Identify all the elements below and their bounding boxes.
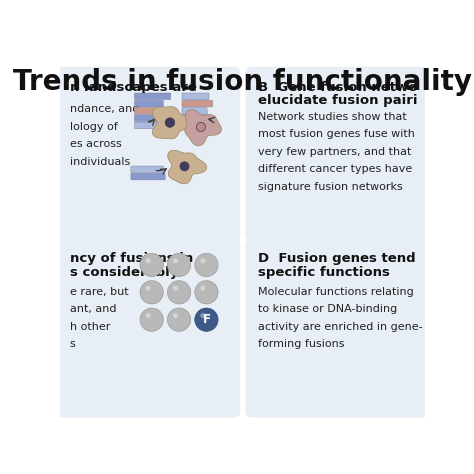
FancyBboxPatch shape (182, 100, 213, 107)
FancyBboxPatch shape (182, 108, 207, 114)
Circle shape (173, 286, 178, 291)
Text: Trends in fusion functionality: Trends in fusion functionality (13, 68, 473, 96)
Circle shape (146, 286, 151, 291)
FancyBboxPatch shape (135, 122, 169, 129)
Circle shape (165, 118, 175, 128)
Polygon shape (185, 109, 221, 146)
Circle shape (140, 308, 164, 331)
Circle shape (167, 253, 191, 277)
Text: D  Fusion genes tend: D Fusion genes tend (257, 252, 415, 265)
Circle shape (167, 281, 191, 304)
FancyBboxPatch shape (182, 115, 211, 121)
Text: very few partners, and that: very few partners, and that (257, 146, 411, 157)
Circle shape (167, 308, 191, 331)
Text: n landscapes are: n landscapes are (70, 81, 196, 93)
Text: forming fusions: forming fusions (257, 339, 344, 349)
Text: signature fusion networks: signature fusion networks (257, 182, 402, 191)
Circle shape (140, 253, 164, 277)
Text: ndance, and: ndance, and (70, 104, 139, 114)
FancyBboxPatch shape (57, 238, 240, 418)
Text: Molecular functions relating: Molecular functions relating (257, 287, 413, 297)
FancyBboxPatch shape (57, 67, 240, 242)
Circle shape (195, 253, 218, 277)
FancyBboxPatch shape (135, 115, 165, 121)
Polygon shape (152, 107, 194, 139)
Text: to kinase or DNA-binding: to kinase or DNA-binding (257, 304, 397, 314)
Text: B  Gene fusion netwo: B Gene fusion netwo (257, 81, 417, 93)
FancyBboxPatch shape (246, 67, 428, 242)
Circle shape (201, 313, 206, 318)
Circle shape (201, 258, 206, 264)
Circle shape (201, 286, 206, 291)
Text: different cancer types have: different cancer types have (257, 164, 412, 174)
Text: es across: es across (70, 139, 121, 149)
FancyBboxPatch shape (246, 238, 428, 418)
Text: s considerably: s considerably (70, 266, 178, 279)
Circle shape (173, 258, 178, 264)
Circle shape (180, 162, 189, 171)
Text: ant, and: ant, and (70, 304, 116, 314)
FancyBboxPatch shape (131, 166, 164, 173)
Text: most fusion genes fuse with: most fusion genes fuse with (257, 129, 414, 139)
Text: F: F (202, 313, 210, 326)
Text: ncy of fusions in: ncy of fusions in (70, 252, 193, 265)
Text: h other: h other (70, 322, 110, 332)
FancyBboxPatch shape (131, 173, 165, 180)
Circle shape (146, 258, 151, 264)
Text: specific functions: specific functions (257, 266, 390, 279)
Text: e rare, but: e rare, but (70, 287, 128, 297)
Circle shape (173, 313, 178, 318)
Text: lology of: lology of (70, 122, 117, 132)
Text: s: s (70, 339, 75, 349)
Text: elucidate fusion pairi: elucidate fusion pairi (257, 94, 417, 108)
Circle shape (140, 281, 164, 304)
Polygon shape (168, 150, 207, 184)
Text: activity are enriched in gene-: activity are enriched in gene- (257, 322, 422, 332)
Circle shape (196, 122, 206, 131)
FancyBboxPatch shape (182, 93, 209, 100)
Text: individuals: individuals (70, 157, 130, 167)
FancyBboxPatch shape (135, 100, 164, 107)
Circle shape (195, 281, 218, 304)
FancyBboxPatch shape (135, 93, 171, 100)
Circle shape (146, 313, 151, 318)
Circle shape (195, 308, 218, 331)
FancyBboxPatch shape (135, 108, 167, 114)
Text: Network studies show that: Network studies show that (257, 111, 406, 122)
